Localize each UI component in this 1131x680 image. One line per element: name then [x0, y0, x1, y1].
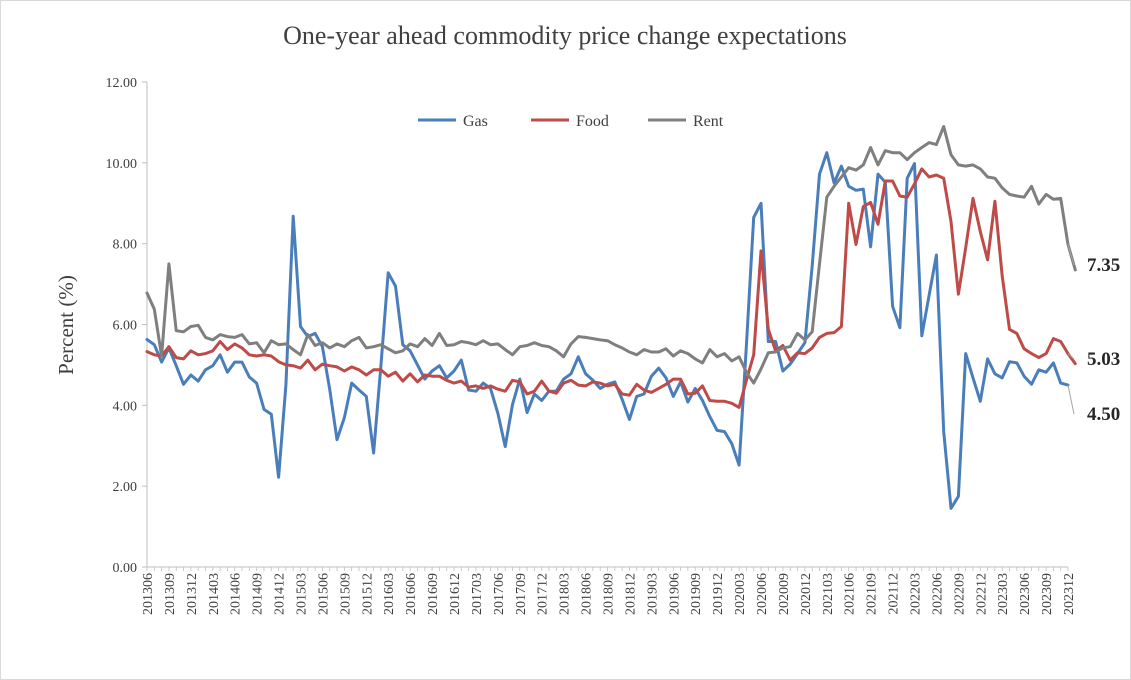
- x-tick-label: 201409: [251, 573, 266, 615]
- legend: Gas Food Rent: [418, 113, 724, 130]
- x-tick-label: 201803: [558, 573, 573, 615]
- x-tick-label: 201406: [229, 573, 244, 615]
- x-tick-label: 202009: [777, 573, 792, 615]
- x-tick-label: 201612: [448, 573, 463, 615]
- x-tick-label: 202212: [974, 573, 989, 615]
- end-label-gas: 4.50: [1087, 404, 1120, 425]
- end-label-leader-rent: [1067, 244, 1075, 266]
- x-tick-label: 201912: [711, 573, 726, 615]
- x-tick-label: 202303: [996, 573, 1011, 615]
- x-tick-label: 202112: [887, 573, 902, 614]
- x-tick-label: 201312: [185, 573, 200, 615]
- x-tick-label: 201306: [141, 573, 156, 615]
- y-tick-label: 10.00: [106, 157, 138, 172]
- x-tick-label: 201903: [645, 573, 660, 615]
- x-tick-label: 201412: [273, 573, 288, 615]
- y-tick-label: 0.00: [113, 561, 138, 576]
- series-line-rent: [145, 125, 1077, 385]
- x-tick-label: 201806: [580, 573, 595, 615]
- x-tick-label: 201509: [338, 573, 353, 615]
- y-axis-label: Percent (%): [54, 275, 78, 375]
- x-tick-label: 201309: [163, 573, 178, 615]
- x-tick-label: 202106: [843, 573, 858, 615]
- x-tick-label: 202306: [1018, 573, 1033, 615]
- end-label-leader-food: [1067, 353, 1075, 360]
- x-tick-label: 202206: [930, 573, 945, 615]
- x-tick-label: 202309: [1040, 573, 1055, 615]
- y-tick-label: 12.00: [106, 76, 138, 91]
- legend-label-gas: Gas: [463, 113, 488, 130]
- x-tick-label: 201812: [623, 573, 638, 615]
- x-tick-label: 201603: [382, 573, 397, 615]
- x-axis: 201306 201309 201312 201403 201406 201409 2014…: [141, 566, 1077, 615]
- x-tick-label: 202209: [952, 573, 967, 615]
- y-tick-label: 4.00: [113, 399, 138, 414]
- x-tick-label: 202006: [755, 573, 770, 615]
- end-label-food: 5.03: [1087, 349, 1120, 370]
- x-tick-label: 201706: [492, 573, 507, 615]
- x-tick-label: 202203: [909, 573, 924, 615]
- series-layer: [145, 125, 1077, 510]
- x-tick-label: 202103: [821, 573, 836, 615]
- end-label-rent: 7.35: [1087, 255, 1120, 276]
- x-tick-label: 202312: [1062, 573, 1077, 615]
- y-axis: 0.00 2.00 4.00 6.00 8.00 10.00 12.00: [106, 76, 148, 576]
- end-label-leader-gas: [1067, 385, 1075, 415]
- end-labels: 7.35 5.03 4.50: [1067, 244, 1120, 425]
- series-line-food: [145, 167, 1077, 409]
- y-tick-label: 2.00: [113, 480, 138, 495]
- y-tick-label: 6.00: [113, 319, 138, 334]
- y-tick-label: 8.00: [113, 238, 138, 253]
- x-tick-label: 201909: [689, 573, 704, 615]
- x-tick-label: 201403: [207, 573, 222, 615]
- x-tick-label: 201712: [536, 573, 551, 615]
- x-tick-label: 201906: [667, 573, 682, 615]
- x-tick-label: 202003: [733, 573, 748, 615]
- legend-label-food: Food: [576, 113, 609, 130]
- x-tick-label: 202109: [865, 573, 880, 615]
- chart-title: One-year ahead commodity price change ex…: [283, 21, 847, 50]
- x-tick-label: 201512: [360, 573, 375, 615]
- x-tick-label: 202012: [799, 573, 814, 615]
- x-tick-label: 201703: [470, 573, 485, 615]
- x-tick-label: 201606: [404, 573, 419, 615]
- legend-label-rent: Rent: [693, 113, 724, 130]
- x-tick-label: 201506: [316, 573, 331, 615]
- x-tick-label: 201609: [426, 573, 441, 615]
- x-tick-label: 201503: [295, 573, 310, 615]
- x-tick-label: 201709: [514, 573, 529, 615]
- x-tick-label: 201809: [602, 573, 617, 615]
